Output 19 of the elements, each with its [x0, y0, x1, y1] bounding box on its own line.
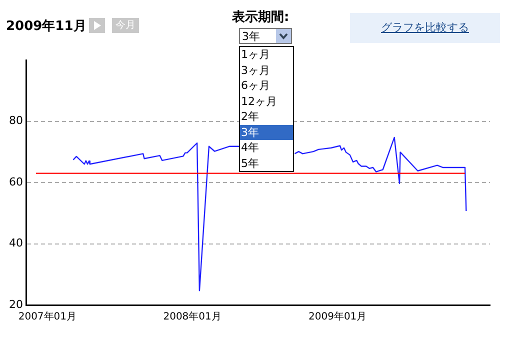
annotation: 6ヶ月 — [240, 78, 271, 94]
annotation: 5年 — [240, 156, 260, 171]
x-tick-label: 2007年01月 — [18, 310, 77, 323]
text: グラフを比較する — [381, 21, 469, 34]
annotation: 2年 — [240, 109, 260, 124]
y-tick-label: 40 — [9, 236, 23, 250]
x-tick-label: 2009年01月 — [308, 310, 367, 323]
x-tick-label: 2008年01月 — [163, 310, 222, 323]
y-tick-label: 20 — [9, 298, 23, 311]
annotation: 3年 — [240, 124, 293, 140]
annotation: 12ヶ月 — [240, 94, 278, 109]
annotation: 1ヶ月 — [240, 47, 271, 62]
y-tick-label: 80 — [9, 114, 23, 128]
text: 3年 — [239, 28, 292, 44]
annotation: 3ヶ月 — [240, 62, 271, 78]
y-tick-label: 60 — [9, 175, 23, 188]
text: 表示期間: — [232, 9, 290, 26]
chart-title: 2009年11月 — [6, 18, 86, 35]
annotation: 4年 — [240, 140, 260, 156]
